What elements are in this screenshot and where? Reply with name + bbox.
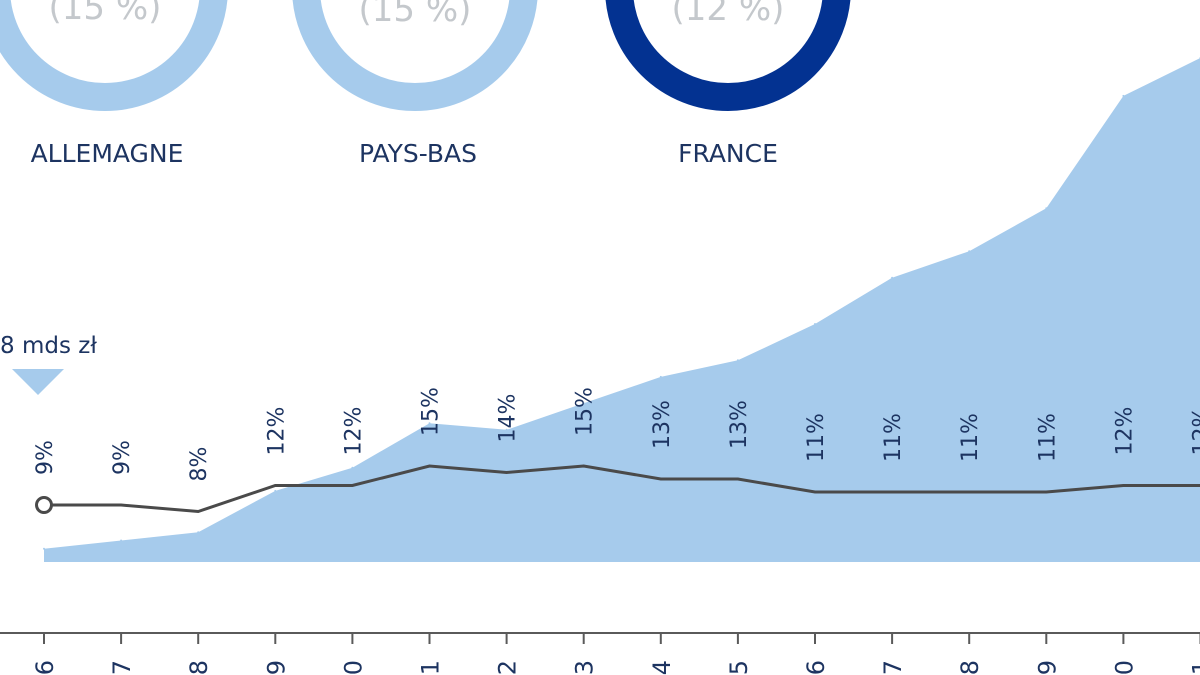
share-data-label: 9% [33, 440, 58, 475]
share-point [505, 471, 508, 474]
share-point [813, 490, 817, 494]
x-tick-label: 0 [339, 660, 367, 675]
area-points-group [43, 57, 1200, 550]
area-point [197, 531, 200, 534]
share-data-label: 15% [419, 387, 444, 436]
share-data-label: 12% [341, 407, 366, 456]
share-point [351, 484, 354, 487]
x-tick-label: 9 [262, 660, 290, 675]
share-points-group [35, 464, 1200, 514]
share-data-label: 8% [187, 447, 212, 482]
donut-group: (15 %) (15 %) (12 %) ALLEMAGNE PAYS-BAS … [0, 0, 851, 168]
share-point [428, 464, 431, 468]
donut-share-france: (12 %) [672, 0, 785, 29]
country-label-france: FRANCE [678, 139, 778, 168]
share-data-label: 14% [496, 394, 521, 443]
share-data-label: 11% [881, 413, 906, 462]
share-point [968, 490, 971, 494]
x-tick-labels-group: 6 7 8 9 0 1 2 3 4 5 6 7 8 9 0 1 [31, 660, 1200, 675]
donut-share-allemagne: (15 %) [49, 0, 162, 28]
donut-ring-pays-bas [292, 0, 538, 111]
share-point [890, 490, 894, 494]
x-tick-label: 1 [417, 660, 445, 675]
donut-ring-france [605, 0, 851, 111]
x-tick-label: 8 [956, 660, 984, 675]
share-point [197, 510, 200, 513]
country-label-pays-bas: PAYS-BAS [359, 139, 477, 168]
share-data-label: 11% [958, 413, 983, 462]
share-point [582, 464, 585, 468]
area-point [43, 547, 45, 550]
area-point [1045, 207, 1048, 210]
share-point [274, 484, 277, 487]
x-tick-label: 9 [1033, 660, 1061, 675]
country-label-allemagne: ALLEMAGNE [31, 139, 184, 168]
x-tick-label: 1 [1188, 660, 1200, 675]
x-tick-label: 8 [185, 660, 213, 675]
share-data-label: 12% [1112, 407, 1137, 456]
x-tick-label: 6 [802, 660, 830, 675]
area-series [44, 44, 1200, 562]
x-tick-label: 4 [648, 660, 676, 675]
area-point [582, 402, 585, 405]
area-point [891, 276, 894, 279]
share-data-label: 11% [804, 413, 829, 462]
share-data-label: 15% [573, 387, 598, 436]
area-point [274, 489, 277, 492]
area-point [351, 466, 354, 469]
x-tick-label: 6 [31, 660, 59, 675]
area-point [736, 359, 739, 362]
share-labels-group: 9% 9% 8% 12% 12% 15% 14% 15% 13% 13% 11% 11% 11% 11% 1… [33, 387, 1200, 481]
x-tick-label: 0 [1110, 660, 1138, 675]
share-point [35, 496, 53, 514]
share-point [736, 477, 740, 481]
share-point [1045, 490, 1048, 494]
area-point [814, 323, 816, 325]
area-point [428, 422, 431, 425]
share-data-label: 13% [727, 400, 752, 449]
share-data-label: 9% [110, 440, 135, 475]
x-tick-label: 7 [108, 660, 136, 675]
share-data-label: 13% [650, 400, 675, 449]
x-tick-label: 3 [571, 660, 599, 675]
x-tick-label: 7 [879, 660, 907, 675]
donut-share-pays-bas: (15 %) [359, 0, 472, 30]
share-point [1122, 484, 1125, 487]
x-ticks-group [43, 633, 1200, 644]
share-data-label: 12% [264, 407, 289, 456]
annotation-label: 8 mds zł [0, 333, 97, 359]
x-tick-label: 2 [494, 660, 522, 675]
share-data-label: 11% [1035, 413, 1060, 462]
share-data-label: 12% [1190, 407, 1200, 456]
area-point [1122, 94, 1125, 97]
area-point [968, 250, 971, 253]
donut-ring-allemagne [0, 0, 228, 111]
area-point [659, 375, 662, 378]
area-point [505, 428, 508, 431]
area-point [120, 539, 123, 542]
share-point [119, 503, 123, 507]
annotation-marker [12, 369, 64, 395]
x-tick-label: 5 [725, 660, 753, 675]
share-point [659, 477, 662, 481]
